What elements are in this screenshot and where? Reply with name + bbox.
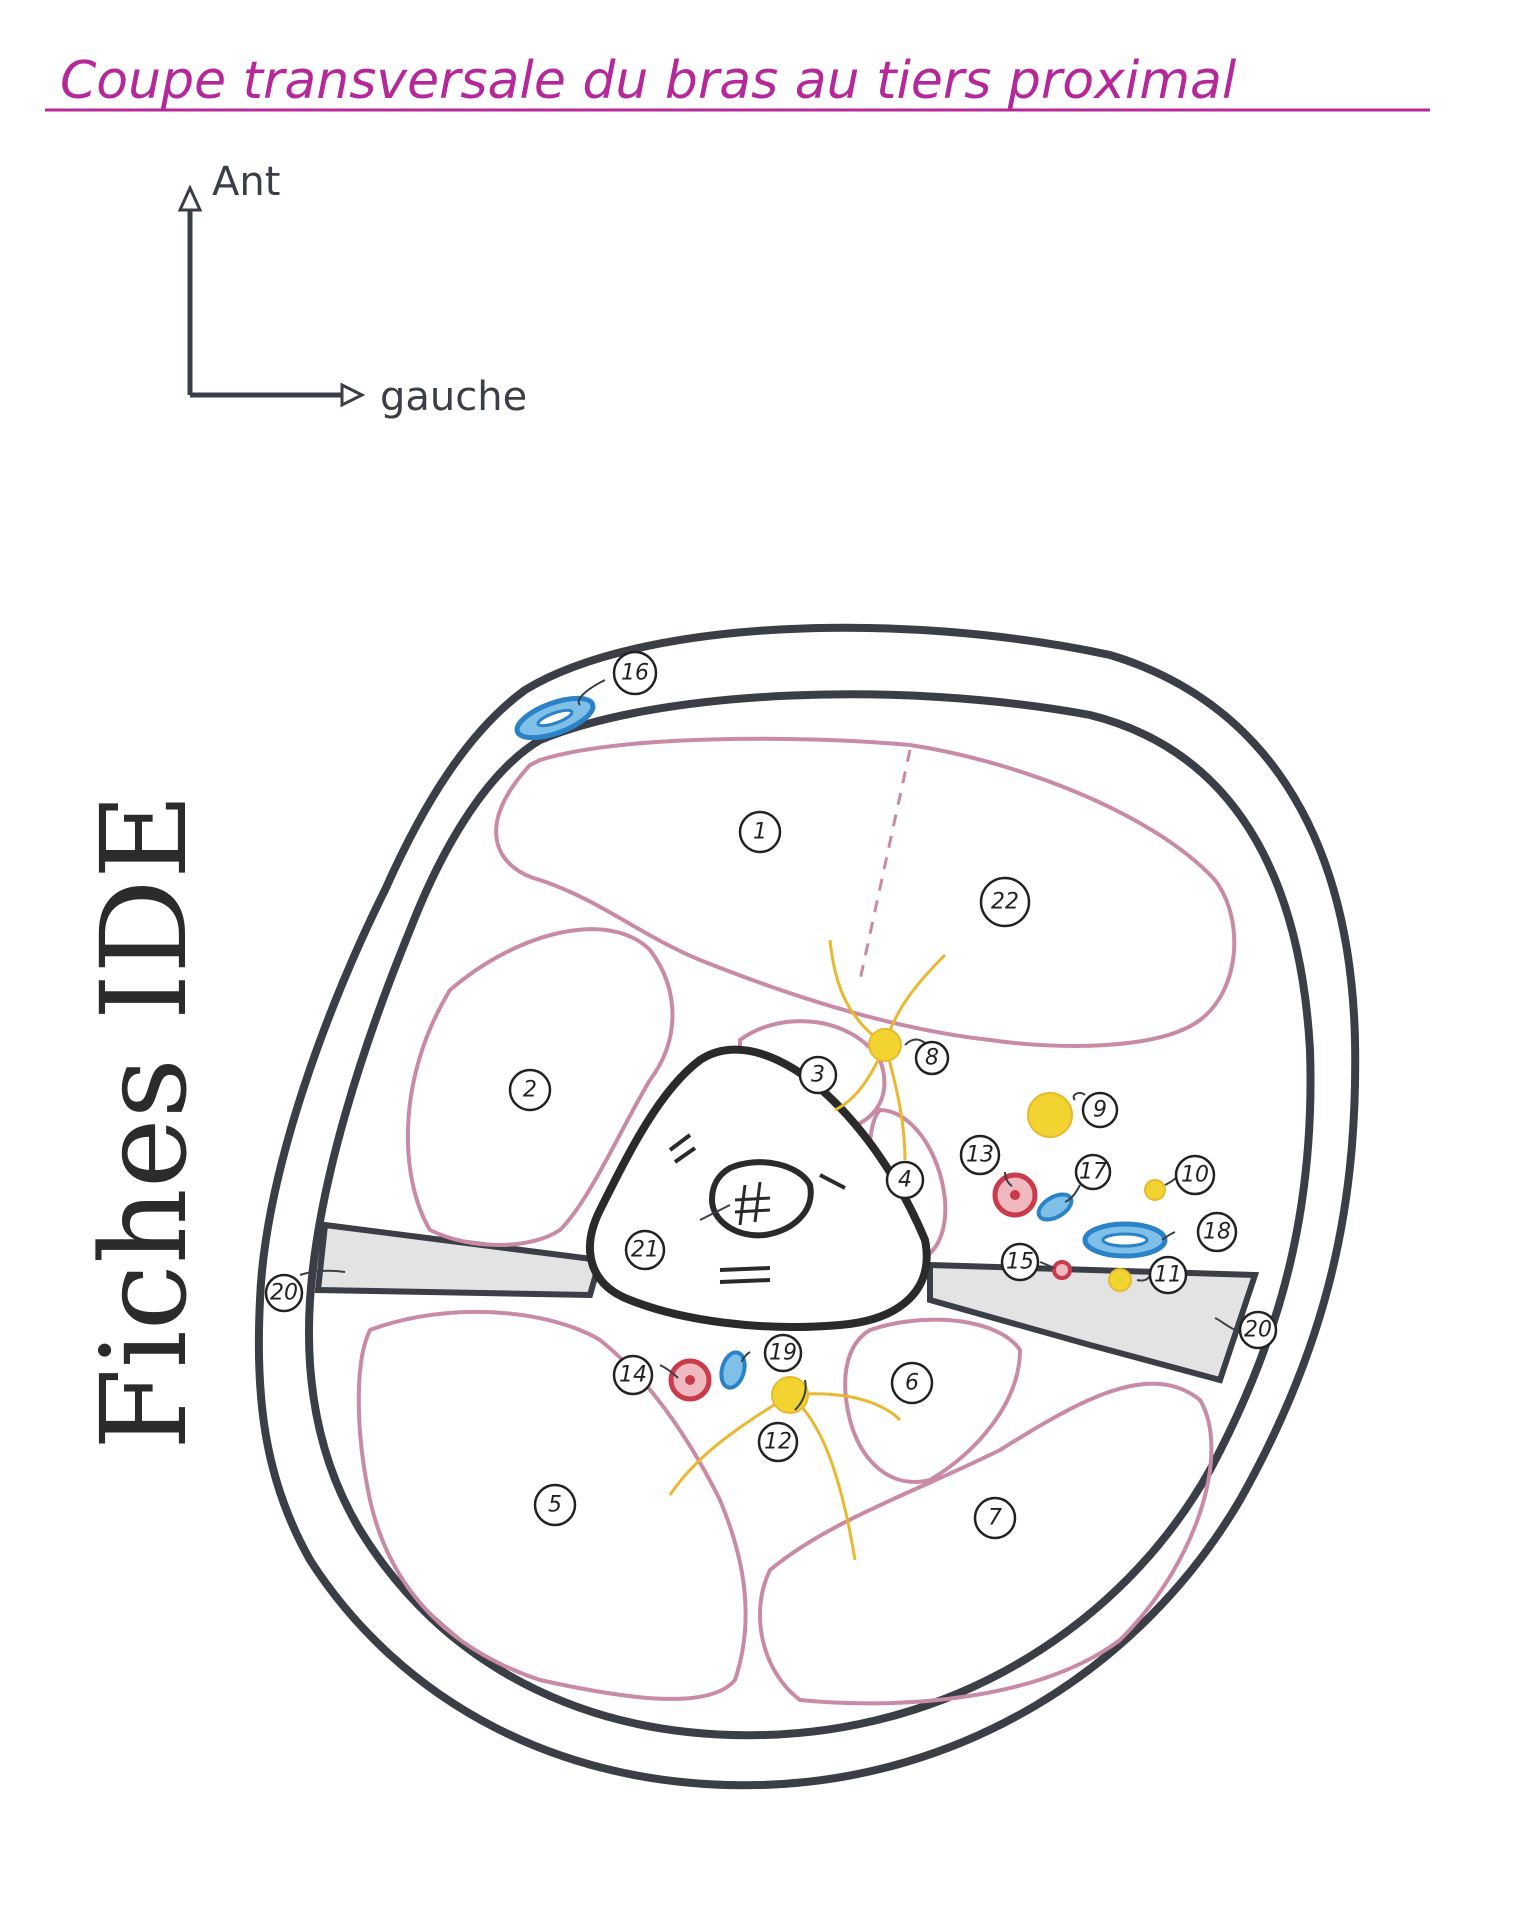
medial-intermuscular-septum: [314, 1221, 604, 1299]
svg-text:13: 13: [966, 1143, 994, 1168]
svg-text:1: 1: [753, 820, 767, 845]
label-14: 14: [612, 1354, 654, 1396]
label-1: 1: [738, 810, 782, 854]
muscle-7: [758, 1381, 1214, 1706]
artery-15: [1052, 1260, 1072, 1280]
label-7: 7: [973, 1496, 1017, 1540]
svg-text:17: 17: [1079, 1160, 1107, 1185]
nerve-11: [1108, 1268, 1132, 1292]
label-5: 5: [533, 1483, 577, 1527]
watermark: Fiches IDE: [75, 793, 213, 1450]
spongy-bone-hatch-icon: [734, 1181, 771, 1226]
label-2: 2: [508, 1068, 552, 1112]
svg-text:2: 2: [523, 1078, 537, 1103]
number-labels: 1 2 3 4 5 6 7 8 9 10 11 12 13 14 15 16 1…: [264, 650, 1278, 1540]
label-12: 12: [757, 1421, 799, 1463]
muscle-1-22-division: [858, 749, 912, 981]
leader-arrows: [299, 679, 1236, 1411]
svg-text:8: 8: [925, 1046, 939, 1071]
svg-text:12: 12: [764, 1430, 792, 1455]
svg-text:7: 7: [988, 1506, 1002, 1531]
axis-right-arrow-icon: [340, 382, 366, 408]
nerve-8: [868, 1028, 902, 1062]
skin-inner-outline: [304, 690, 1315, 1740]
artery-14-lumen: [685, 1375, 695, 1385]
nerve-12: [771, 1376, 809, 1414]
vein-18-lumen: [1101, 1232, 1149, 1248]
axis-up-label: Ant: [212, 159, 280, 205]
axis-right-label: gauche: [380, 374, 527, 420]
svg-text:6: 6: [905, 1371, 919, 1396]
vein-16-lumen: [536, 708, 574, 728]
nerve-10: [1144, 1179, 1166, 1201]
svg-text:22: 22: [991, 890, 1019, 915]
label-16: 16: [612, 650, 658, 696]
svg-text:18: 18: [1203, 1220, 1231, 1245]
muscle-6: [843, 1317, 1023, 1484]
svg-text:10: 10: [1181, 1163, 1209, 1188]
skin-outer-outline: [254, 623, 1360, 1790]
svg-text:16: 16: [621, 661, 649, 686]
label-11: 11: [1148, 1255, 1188, 1295]
orientation-axes: Ant gauche: [177, 159, 527, 420]
nerve-fibre-upper: [828, 939, 947, 1161]
svg-text:3: 3: [811, 1063, 825, 1088]
label-6: 6: [890, 1361, 934, 1405]
label-8: 8: [914, 1040, 950, 1076]
label-18: 18: [1196, 1211, 1238, 1253]
label-17: 17: [1074, 1153, 1112, 1191]
svg-text:5: 5: [548, 1493, 562, 1518]
svg-text:20: 20: [270, 1281, 298, 1306]
vein-19: [719, 1350, 747, 1390]
label-19: 19: [763, 1333, 803, 1373]
label-4: 4: [885, 1160, 925, 1200]
artery-13-lumen: [1010, 1190, 1020, 1200]
svg-text:4: 4: [898, 1168, 912, 1193]
svg-text:14: 14: [619, 1363, 647, 1388]
muscle-1: [494, 736, 1237, 1048]
label-13: 13: [959, 1134, 1001, 1176]
label-10: 10: [1174, 1154, 1216, 1196]
label-21: 21: [624, 1229, 666, 1271]
muscle-5: [356, 1309, 748, 1701]
label-9: 9: [1081, 1091, 1119, 1129]
diagram-title: Coupe transversale du bras au tiers prox…: [60, 51, 1237, 111]
vein-17: [1036, 1192, 1074, 1222]
label-20-lateral: 20: [1238, 1310, 1278, 1350]
nerve-9: [1027, 1092, 1073, 1138]
label-22: 22: [979, 876, 1031, 928]
muscle-2: [405, 927, 675, 1247]
svg-text:21: 21: [631, 1238, 659, 1263]
nerve-fibre-lower: [668, 1392, 902, 1561]
lateral-intermuscular-septum: [927, 1261, 1260, 1384]
label-15: 15: [1000, 1242, 1040, 1282]
cortex-marks: [668, 1133, 846, 1284]
label-20-medial: 20: [264, 1273, 304, 1313]
axis-up-arrow-icon: [177, 184, 203, 212]
svg-text:9: 9: [1093, 1098, 1107, 1123]
label-3: 3: [798, 1055, 838, 1095]
svg-text:19: 19: [769, 1341, 797, 1366]
svg-text:15: 15: [1006, 1250, 1034, 1275]
svg-text:11: 11: [1154, 1263, 1182, 1288]
svg-text:20: 20: [1244, 1318, 1272, 1343]
